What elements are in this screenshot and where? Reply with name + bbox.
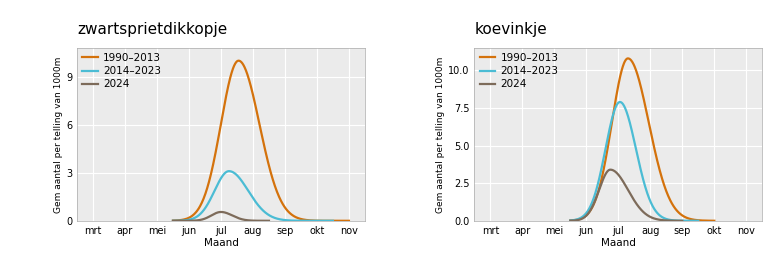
Text: zwartsprietdikkopje: zwartsprietdikkopje xyxy=(77,22,227,37)
1990–2013 xyxy=(273,193,283,196)
2014–2023 xyxy=(325,219,334,222)
1990–2013 xyxy=(169,219,178,222)
2014–2023 xyxy=(628,130,637,134)
2024 xyxy=(214,211,223,214)
2014–2023 xyxy=(300,219,309,222)
2024 xyxy=(263,219,272,222)
2024 xyxy=(216,210,226,214)
2014–2023 xyxy=(169,219,178,222)
1990–2013 xyxy=(234,59,243,62)
2024 xyxy=(226,213,235,216)
2014–2023 xyxy=(627,127,636,130)
2024 xyxy=(678,219,687,222)
Line: 2024: 2024 xyxy=(571,170,682,221)
Line: 2014–2023: 2014–2023 xyxy=(173,171,333,221)
2014–2023 xyxy=(691,219,700,222)
1990–2013 xyxy=(707,219,716,222)
2014–2023 xyxy=(225,169,234,173)
Line: 2014–2023: 2014–2023 xyxy=(571,102,698,221)
1990–2013 xyxy=(340,219,350,222)
Legend: 1990–2013, 2014–2023, 2024: 1990–2013, 2014–2023, 2024 xyxy=(477,51,561,92)
1990–2013 xyxy=(684,217,693,220)
1990–2013 xyxy=(651,155,661,159)
2014–2023 xyxy=(255,206,264,209)
2014–2023 xyxy=(671,219,680,222)
2024 xyxy=(264,219,273,222)
2024 xyxy=(169,219,178,222)
1990–2013 xyxy=(710,219,719,222)
2014–2023 xyxy=(328,219,337,222)
1990–2013 xyxy=(624,57,633,60)
2014–2023 xyxy=(566,219,575,222)
1990–2013 xyxy=(634,78,644,81)
X-axis label: Maand: Maand xyxy=(601,238,636,248)
2024 xyxy=(606,168,615,171)
1990–2013 xyxy=(313,219,322,222)
2024 xyxy=(215,210,224,214)
Line: 1990–2013: 1990–2013 xyxy=(571,59,715,221)
2024 xyxy=(619,181,628,184)
X-axis label: Maand: Maand xyxy=(203,238,239,248)
2014–2023 xyxy=(615,100,624,103)
1990–2013 xyxy=(253,115,263,119)
2024 xyxy=(220,211,229,214)
2014–2023 xyxy=(246,192,255,196)
Y-axis label: Gem aantal per telling van 1000m: Gem aantal per telling van 1000m xyxy=(437,56,445,213)
1990–2013 xyxy=(566,219,575,222)
1990–2013 xyxy=(644,120,653,123)
2024 xyxy=(633,203,642,206)
2024 xyxy=(627,194,636,197)
2014–2023 xyxy=(694,219,703,222)
1990–2013 xyxy=(253,111,262,114)
2024 xyxy=(247,219,256,222)
Legend: 1990–2013, 2014–2023, 2024: 1990–2013, 2014–2023, 2024 xyxy=(80,51,163,92)
Line: 2024: 2024 xyxy=(173,212,269,221)
2024 xyxy=(658,219,667,222)
2024 xyxy=(675,219,685,222)
Text: koevinkje: koevinkje xyxy=(474,22,547,37)
2014–2023 xyxy=(245,191,254,194)
1990–2013 xyxy=(344,219,353,222)
2014–2023 xyxy=(642,190,651,193)
Y-axis label: Gem aantal per telling van 1000m: Gem aantal per telling van 1000m xyxy=(54,56,63,213)
2014–2023 xyxy=(635,164,644,168)
2024 xyxy=(566,219,575,222)
2014–2023 xyxy=(264,213,273,217)
1990–2013 xyxy=(264,163,273,166)
1990–2013 xyxy=(635,81,644,85)
Line: 1990–2013: 1990–2013 xyxy=(173,61,349,221)
2024 xyxy=(620,182,629,185)
